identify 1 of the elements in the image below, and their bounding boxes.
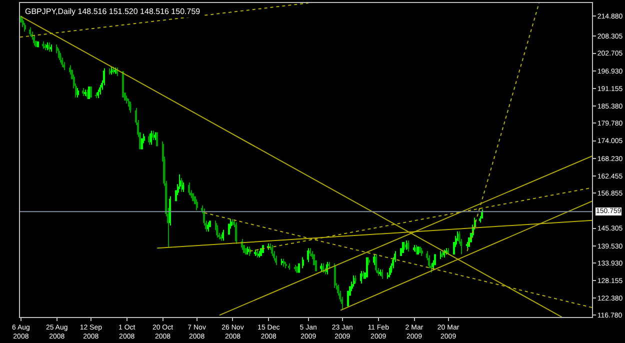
text: GBPJPY,Daily 148.516 151.520 148.516 150.759	[25, 7, 201, 16]
